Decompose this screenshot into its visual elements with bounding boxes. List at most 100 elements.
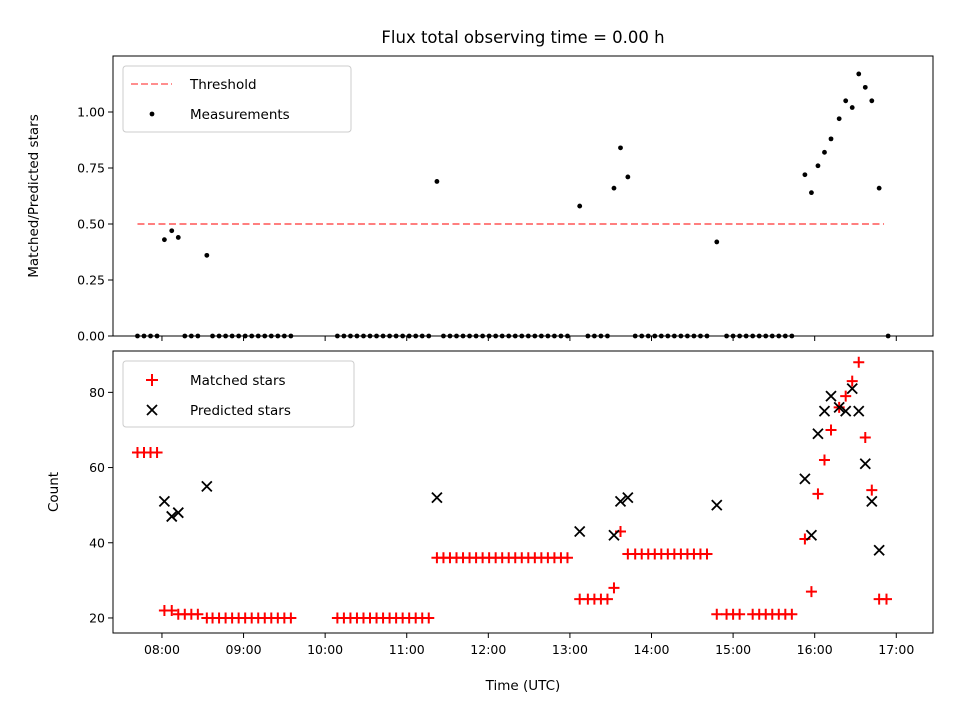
matched-star-point	[601, 593, 613, 605]
top-plot-area: 0.00 0.25 0.50 0.75 1.00 Matched/Predicted s…	[26, 55, 934, 344]
legend-measurements-swatch	[149, 111, 155, 117]
bottom-legend: Matched stars Predicted stars	[122, 360, 355, 428]
predicted-star-point	[840, 405, 852, 417]
x-tick-label: 11:00	[389, 642, 425, 657]
y-tick-label: 40	[89, 535, 105, 550]
top-axes-frame	[112, 55, 934, 337]
top-x-ticks	[161, 336, 897, 341]
measurement-point	[625, 174, 631, 180]
bottom-axes-frame	[112, 350, 934, 634]
bottom-x-ticks: 08:00 09:00 10:00 11:00 12:00 13:00 14:00 15:00…	[144, 633, 914, 657]
legend-threshold-label: Threshold	[189, 77, 257, 93]
measurement-point	[611, 185, 617, 191]
chart-title: Flux total observing time = 0.00 h	[381, 28, 664, 47]
matched-star-point	[805, 586, 817, 598]
x-axis-label: Time (UTC)	[485, 678, 561, 694]
x-tick-label: 13:00	[552, 642, 588, 657]
measurement-point	[204, 252, 210, 258]
predicted-star-point	[825, 390, 837, 402]
y-tick-label: 20	[89, 610, 105, 625]
predicted-star-point	[201, 480, 213, 492]
predicted-star-point	[608, 529, 620, 541]
measurement-point	[849, 105, 855, 110]
measurement-point	[828, 136, 834, 142]
top-legend-box	[122, 65, 352, 133]
measurement-point	[802, 172, 808, 178]
measurement-point	[876, 185, 882, 191]
y-tick-label: 0.50	[77, 217, 105, 232]
matched-star-point	[840, 390, 852, 402]
predicted-star-point	[873, 544, 885, 556]
top-marks	[135, 71, 891, 339]
measurement-point	[618, 145, 623, 151]
predicted-star-point	[812, 428, 824, 440]
predicted-star-point	[799, 473, 811, 485]
matched-star-point	[701, 548, 713, 560]
measurement-point	[162, 237, 167, 243]
matched-star-point	[608, 582, 620, 594]
matched-star-point	[880, 593, 892, 605]
matched-star-point	[285, 612, 297, 624]
matched-star-point	[711, 608, 723, 620]
measurement-point	[577, 203, 583, 209]
legend-predicted-swatch	[146, 404, 158, 416]
y-tick-label: 0.00	[77, 329, 105, 344]
bottom-plot-area: 20 40 60 80 08:00 09:00 10:00 11:00 12:00 13:00 1…	[46, 350, 934, 694]
matched-star-point	[561, 552, 573, 564]
bottom-y-axis-label: Count	[46, 472, 62, 512]
top-y-axis-label: Matched/Predicted stars	[26, 114, 42, 277]
matched-star-point	[859, 431, 871, 443]
predicted-star-point	[866, 495, 878, 508]
predicted-star-point	[614, 495, 627, 508]
x-tick-label: 08:00	[144, 642, 180, 657]
y-tick-label: 80	[89, 385, 105, 400]
bottom-legend-box	[122, 360, 355, 428]
x-tick-label: 14:00	[633, 642, 669, 657]
top-y-ticks: 0.00 0.25 0.50 0.75 1.00	[77, 105, 113, 344]
measurement-point	[862, 84, 868, 90]
measurement-point	[815, 163, 821, 169]
predicted-star-point	[833, 401, 845, 414]
legend-measurements-label: Measurements	[190, 107, 290, 123]
legend-predicted-label: Predicted stars	[190, 403, 291, 419]
matched-star-point	[786, 608, 798, 620]
y-tick-label: 1.00	[77, 105, 105, 120]
predicted-star-point	[622, 492, 634, 504]
matched-star-point	[853, 356, 865, 368]
measurement-point	[809, 190, 814, 196]
x-tick-label: 16:00	[797, 642, 833, 657]
matched-star-point	[192, 608, 204, 620]
matched-star-point	[151, 447, 163, 459]
predicted-star-point	[805, 529, 818, 541]
top-legend: Threshold Measurements	[122, 65, 352, 133]
predicted-star-point	[859, 458, 871, 470]
legend-matched-swatch	[146, 374, 158, 386]
matched-star-point	[423, 612, 435, 624]
predicted-star-point	[574, 525, 586, 538]
x-tick-label: 17:00	[878, 642, 914, 657]
measurement-point	[169, 228, 175, 234]
predicted-star-point	[166, 510, 178, 523]
bottom-y-ticks: 20 40 60 80	[89, 385, 113, 625]
matched-star-point	[166, 604, 178, 616]
y-tick-label: 60	[89, 460, 105, 475]
predicted-star-point	[846, 382, 858, 395]
measurement-point	[843, 98, 849, 104]
measurement-point	[714, 239, 720, 245]
measurement-point	[175, 235, 181, 240]
matched-star-point	[866, 484, 878, 496]
measurement-point	[822, 149, 827, 155]
measurement-point	[856, 71, 862, 77]
matched-star-point	[846, 375, 858, 387]
predicted-star-point	[158, 495, 171, 508]
matched-star-point	[818, 454, 830, 466]
legend-matched-label: Matched stars	[190, 373, 286, 389]
matched-star-point	[734, 608, 746, 620]
measurement-point	[434, 179, 440, 184]
matched-star-point	[825, 424, 837, 436]
x-tick-label: 09:00	[226, 642, 262, 657]
predicted-star-point	[431, 492, 443, 504]
measurement-point	[869, 98, 875, 104]
matched-star-point	[812, 488, 824, 500]
